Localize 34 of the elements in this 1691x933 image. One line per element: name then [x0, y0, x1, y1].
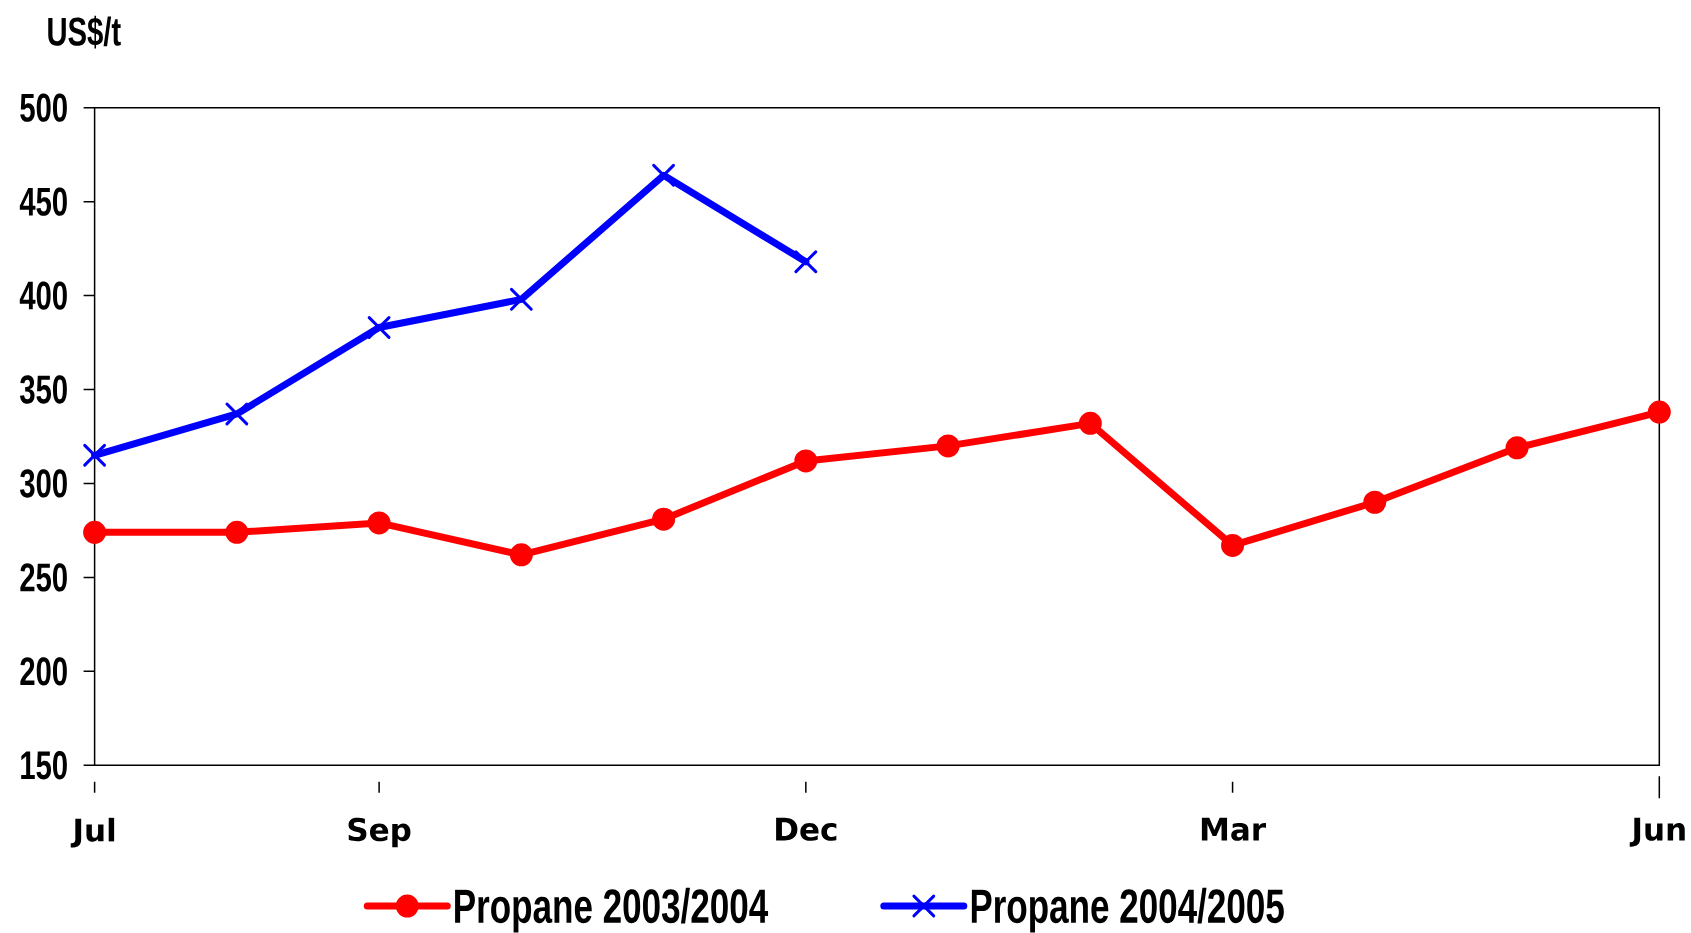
point — [367, 316, 391, 339]
point — [794, 449, 818, 473]
point — [509, 543, 533, 567]
point — [367, 511, 391, 535]
x-tick-label: Sep — [348, 817, 411, 848]
point — [225, 402, 249, 426]
legend-label: Propane 2003/2004 — [455, 887, 769, 933]
x-tick-label: Dec — [776, 817, 837, 841]
y-tick-label: 300 — [20, 469, 67, 498]
x-tick-label: Jun — [1629, 817, 1685, 847]
point — [794, 250, 818, 274]
point — [1078, 411, 1102, 435]
y-axis-title: US$/t — [48, 15, 121, 49]
y-tick-label: 250 — [20, 563, 67, 592]
point — [1647, 400, 1671, 424]
legend-label: Propane 2004/2005 — [971, 887, 1284, 933]
point — [1363, 490, 1387, 514]
point — [1505, 436, 1529, 460]
y-tick-label: 500 — [20, 93, 67, 122]
point — [509, 287, 533, 311]
point — [83, 443, 107, 467]
point — [652, 163, 675, 187]
point — [1221, 533, 1245, 557]
point — [83, 520, 107, 544]
y-tick-label: 350 — [20, 375, 67, 404]
x-tick-label: Jul — [70, 817, 115, 848]
y-tick-label: 450 — [19, 187, 67, 216]
point — [936, 434, 960, 458]
point — [225, 520, 249, 544]
point — [652, 507, 676, 531]
y-tick-label: 400 — [19, 281, 67, 310]
x-tick-label: Mar — [1201, 817, 1267, 841]
y-tick-label: 200 — [20, 657, 67, 686]
y-tick-label: 150 — [21, 751, 67, 780]
